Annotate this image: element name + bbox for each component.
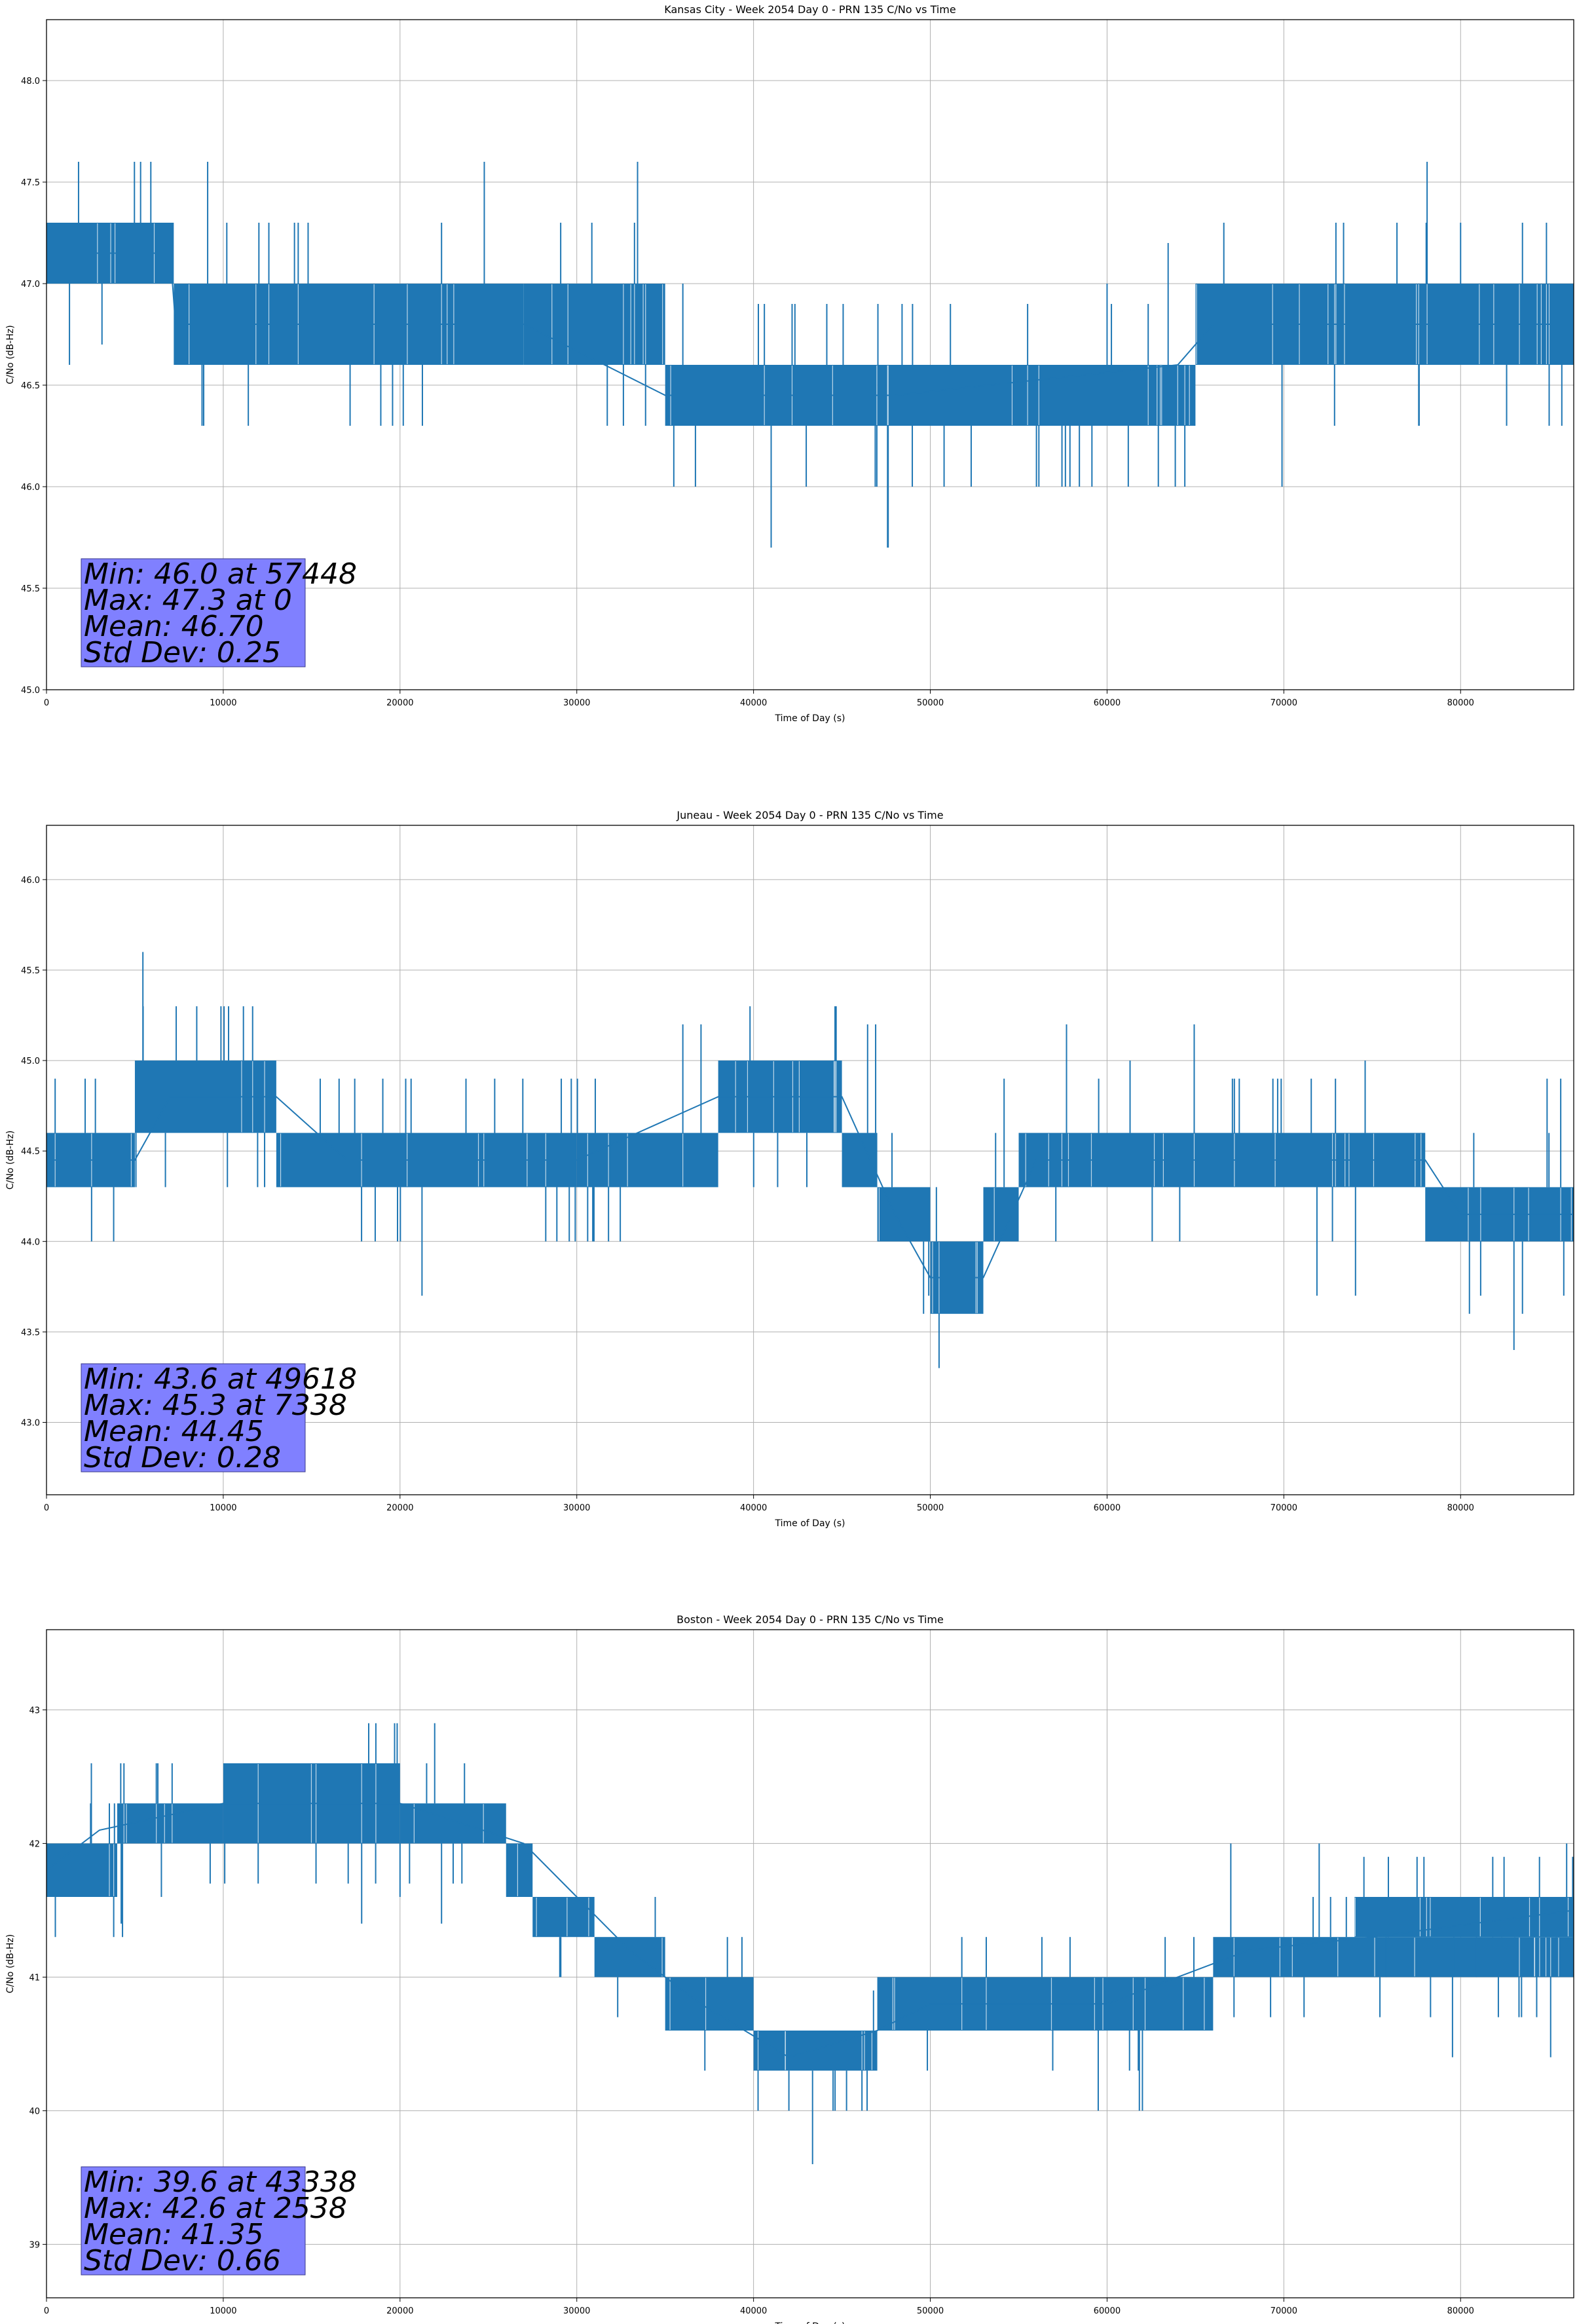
data-band (532, 1897, 595, 1938)
stats-line: Min: 43.6 at 49618 (84, 1362, 357, 1396)
y-tick-label: 41 (29, 1973, 40, 1983)
y-tick-label: 45.5 (21, 584, 40, 594)
x-tick-label: 30000 (563, 698, 590, 708)
data-band (1354, 1897, 1574, 1938)
y-tick-label: 48.0 (21, 77, 40, 86)
data-band (576, 1133, 718, 1188)
data-band (506, 1843, 533, 1897)
x-axis-label: Time of Day (s) (775, 713, 845, 724)
y-tick-label: 44.0 (21, 1237, 40, 1247)
stats-line: Mean: 46.70 (84, 610, 264, 643)
x-tick-label: 40000 (740, 2306, 767, 2316)
x-tick-label: 70000 (1271, 2306, 1297, 2316)
stats-line: Std Dev: 0.66 (84, 2244, 281, 2277)
x-tick-label: 10000 (210, 698, 236, 708)
data-band (877, 365, 1196, 426)
x-tick-label: 30000 (563, 1503, 590, 1513)
stats-line: Max: 47.3 at 0 (84, 584, 292, 617)
data-band (842, 1133, 878, 1188)
data-band (983, 1187, 1019, 1242)
x-tick-label: 30000 (563, 2306, 590, 2316)
chart-title: Boston - Week 2054 Day 0 - PRN 135 C/No … (677, 1613, 944, 1626)
y-tick-label: 43 (29, 1706, 40, 1715)
y-axis-label: C/No (dB-Hz) (5, 1934, 16, 1993)
stats-line: Max: 42.6 at 2538 (84, 2192, 347, 2225)
data-band (594, 1937, 665, 1977)
x-tick-label: 50000 (917, 698, 944, 708)
series-line (46, 1803, 1574, 2058)
chart-title: Kansas City - Week 2054 Day 0 - PRN 135 … (664, 3, 955, 16)
y-tick-label: 47.5 (21, 178, 40, 188)
x-tick-label: 50000 (917, 2306, 944, 2316)
y-tick-label: 46.0 (21, 483, 40, 493)
stats-line: Min: 46.0 at 57448 (84, 557, 357, 591)
data-band (399, 1803, 506, 1844)
chart-panel-3: 0 10000 20000 30000 40000 50000 60000 70000 8000… (5, 1613, 1574, 2324)
data-band (117, 1803, 223, 1844)
y-axis-label: C/No (dB-Hz) (5, 325, 16, 384)
y-tick-label: 45.0 (21, 686, 40, 696)
series-line (46, 1096, 1574, 1279)
x-tick-label: 50000 (917, 1503, 944, 1513)
x-tick-label: 10000 (210, 1503, 236, 1513)
y-tick-label: 45.5 (21, 966, 40, 976)
x-tick-label: 80000 (1447, 1503, 1474, 1513)
x-tick-label: 60000 (1094, 1503, 1121, 1513)
x-tick-label: 20000 (386, 698, 413, 708)
y-tick-label: 46.0 (21, 876, 40, 886)
chart-panel-1: 0 10000 20000 30000 40000 50000 60000 70000 8000… (5, 3, 1574, 724)
x-tick-label: 70000 (1271, 698, 1297, 708)
data-band (46, 1843, 117, 1897)
plot-frame (46, 825, 1574, 1495)
x-tick-label: 40000 (740, 1503, 767, 1513)
data-band (523, 284, 665, 365)
x-tick-label: 0 (44, 698, 49, 708)
x-axis-label: Time of Day (s) (775, 1518, 845, 1529)
x-tick-label: 80000 (1447, 698, 1474, 708)
y-tick-label: 42 (29, 1839, 40, 1849)
stats-line: Min: 39.6 at 43338 (84, 2165, 357, 2199)
y-tick-label: 43.0 (21, 1419, 40, 1429)
stats-box (81, 558, 306, 667)
chart-title: Juneau - Week 2054 Day 0 - PRN 135 C/No … (676, 809, 943, 821)
y-tick-label: 46.5 (21, 381, 40, 391)
stats-line: Std Dev: 0.25 (84, 636, 281, 669)
x-tick-label: 60000 (1094, 698, 1121, 708)
stats-line: Mean: 41.35 (84, 2218, 264, 2251)
y-tick-label: 43.5 (21, 1328, 40, 1338)
stats-line: Std Dev: 0.28 (84, 1441, 281, 1474)
y-tick-label: 47.0 (21, 280, 40, 290)
x-tick-label: 70000 (1271, 1503, 1297, 1513)
y-tick-label: 44.5 (21, 1147, 40, 1157)
plot-frame (46, 19, 1574, 690)
x-axis-label: Time of Day (s) (775, 2321, 845, 2324)
stats-box (81, 1363, 306, 1472)
stats-line: Mean: 44.45 (84, 1415, 264, 1448)
data-band (877, 1187, 931, 1242)
data-band (665, 1977, 754, 2031)
y-tick-label: 45.0 (21, 1057, 40, 1066)
stats-box (81, 2166, 306, 2276)
stats-line: Max: 45.3 at 7338 (84, 1389, 347, 1422)
x-tick-label: 0 (44, 1503, 49, 1513)
x-tick-label: 20000 (386, 1503, 413, 1513)
chart-panel-2: 0 10000 20000 30000 40000 50000 60000 70000 8000… (5, 809, 1574, 1529)
x-tick-label: 40000 (740, 698, 767, 708)
data-band (1213, 1937, 1574, 1977)
x-tick-label: 0 (44, 2306, 49, 2316)
x-tick-label: 60000 (1094, 2306, 1121, 2316)
y-tick-label: 39 (29, 2240, 40, 2250)
x-tick-label: 10000 (210, 2306, 236, 2316)
x-tick-label: 20000 (386, 2306, 413, 2316)
y-axis-label: C/No (dB-Hz) (5, 1131, 16, 1190)
y-tick-label: 40 (29, 2107, 40, 2116)
series-line (46, 252, 1574, 396)
x-tick-label: 80000 (1447, 2306, 1474, 2316)
plot-frame (46, 1629, 1574, 2298)
